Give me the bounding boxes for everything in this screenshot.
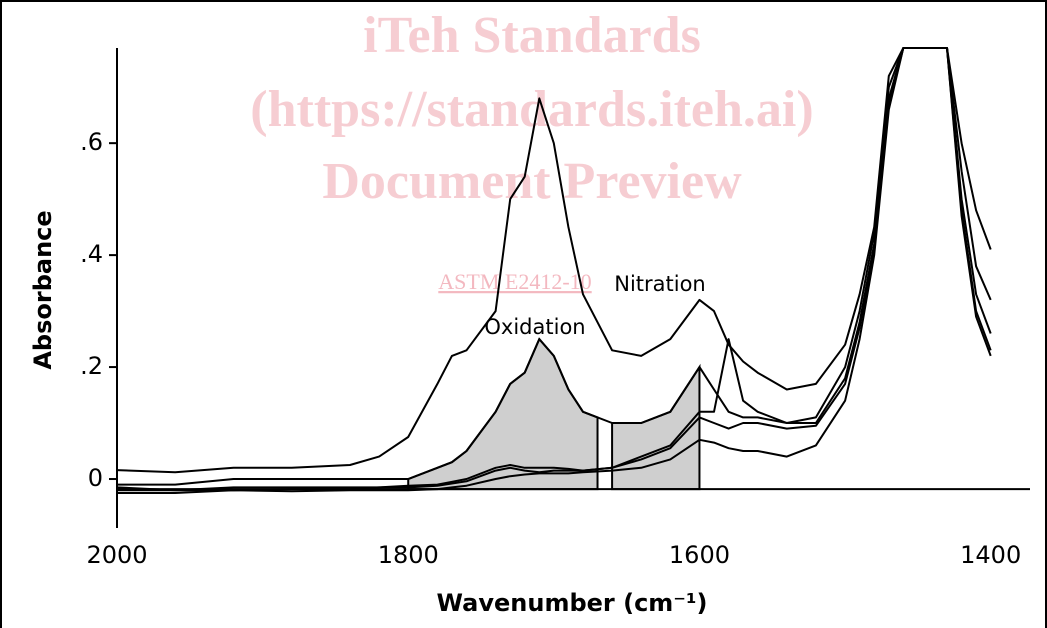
x-tick-label: 1600 (669, 541, 730, 569)
x-tick-label: 1400 (960, 541, 1021, 569)
y-axis-title: Absorbance (29, 210, 57, 369)
watermark-text: Document Preview (322, 153, 742, 210)
watermark-text: (https://standards.iteh.ai) (250, 81, 813, 138)
spectrum-line (117, 47, 992, 494)
y-tick-label: .6 (80, 128, 103, 156)
x-tick-label: 2000 (86, 541, 147, 569)
annotation: Oxidation (484, 315, 585, 339)
y-tick-label: .2 (80, 352, 103, 380)
y-tick-label: .4 (80, 240, 103, 268)
watermark-text: iTeh Standards (363, 7, 701, 64)
watermark-text: ASTM E2412-10 (438, 269, 591, 294)
x-axis-title: Wavenumber (cm⁻¹) (437, 589, 708, 617)
y-tick-label: 0 (88, 464, 103, 492)
annotation: Nitration (614, 272, 706, 296)
watermark: iTeh Standards (https://standards.iteh.a… (250, 7, 813, 294)
x-tick-label: 1800 (378, 541, 439, 569)
